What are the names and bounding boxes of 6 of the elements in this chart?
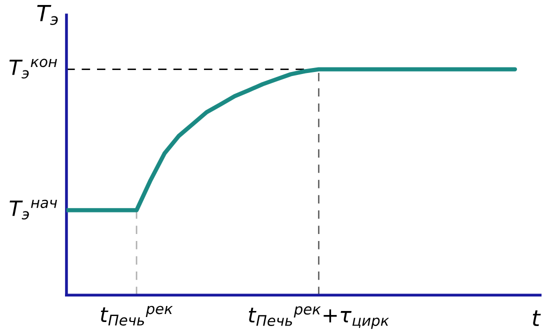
text: T$_{э}$$^{нач}$ <box>10 200 58 220</box>
y-axis-title: T$_{э}$ <box>37 4 58 26</box>
x-tick-label: t$_{Печь}$$^{рек}$+τ$_{цирк}$ <box>248 306 390 329</box>
text: T$_{э}$$^{кон}$ <box>9 58 57 79</box>
x-tick-label: t$_{Печь}$$^{рек}$ <box>100 306 173 326</box>
x-axis-title: t <box>532 310 541 326</box>
